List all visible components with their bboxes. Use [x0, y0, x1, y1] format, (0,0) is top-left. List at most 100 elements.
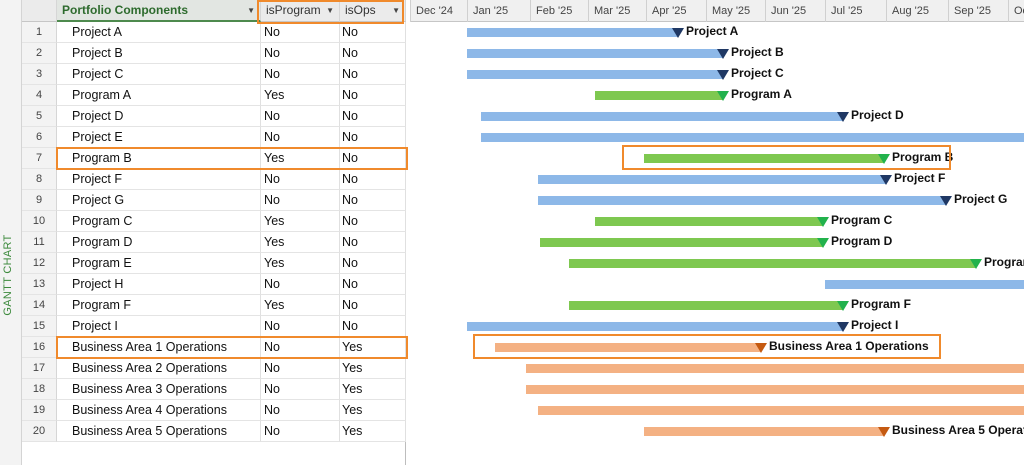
isprogram-cell[interactable]: No [261, 379, 340, 400]
operations-bar[interactable] [526, 385, 1024, 394]
project-bar[interactable] [467, 70, 723, 79]
isops-cell[interactable]: Yes [340, 358, 406, 379]
project-bar[interactable] [481, 133, 1024, 142]
project-bar[interactable] [538, 175, 886, 184]
isprogram-cell[interactable]: No [261, 274, 340, 295]
task-name-cell[interactable]: Project A [57, 22, 261, 43]
isops-cell[interactable]: Yes [340, 379, 406, 400]
isprogram-cell[interactable]: Yes [261, 211, 340, 232]
task-name-cell[interactable]: Project C [57, 64, 261, 85]
isops-cell[interactable]: No [340, 190, 406, 211]
filter-dropdown-icon[interactable]: ▼ [326, 6, 334, 15]
row-number[interactable]: 3 [22, 64, 57, 85]
row-number[interactable]: 18 [22, 379, 57, 400]
filter-dropdown-icon[interactable]: ▼ [392, 6, 400, 15]
task-name-cell[interactable]: Business Area 2 Operations [57, 358, 261, 379]
isprogram-cell[interactable]: Yes [261, 85, 340, 106]
program-bar[interactable] [595, 91, 723, 100]
project-bar[interactable] [481, 112, 843, 121]
row-number[interactable]: 10 [22, 211, 57, 232]
program-bar[interactable] [595, 217, 823, 226]
task-name-cell[interactable]: Program C [57, 211, 261, 232]
isops-cell[interactable]: No [340, 211, 406, 232]
task-name-cell[interactable]: Business Area 3 Operations [57, 379, 261, 400]
row-number[interactable]: 15 [22, 316, 57, 337]
row-number[interactable]: 5 [22, 106, 57, 127]
program-bar[interactable] [644, 154, 884, 163]
milestone-marker-icon[interactable] [970, 259, 982, 269]
isprogram-cell[interactable]: No [261, 358, 340, 379]
program-bar[interactable] [569, 259, 976, 268]
filter-dropdown-icon[interactable]: ▼ [247, 6, 255, 15]
task-name-cell[interactable]: Program E [57, 253, 261, 274]
row-number[interactable]: 13 [22, 274, 57, 295]
isprogram-cell[interactable]: No [261, 400, 340, 421]
task-name-cell[interactable]: Business Area 5 Operations [57, 421, 261, 442]
task-name-cell[interactable]: Program D [57, 232, 261, 253]
task-name-cell[interactable]: Project I [57, 316, 261, 337]
milestone-marker-icon[interactable] [717, 49, 729, 59]
isprogram-cell[interactable]: No [261, 169, 340, 190]
isops-cell[interactable]: No [340, 316, 406, 337]
select-all-corner[interactable] [22, 0, 57, 22]
row-number[interactable]: 11 [22, 232, 57, 253]
task-name-cell[interactable]: Project G [57, 190, 261, 211]
isops-cell[interactable]: No [340, 169, 406, 190]
row-number[interactable]: 12 [22, 253, 57, 274]
task-name-cell[interactable]: Program F [57, 295, 261, 316]
row-number[interactable]: 1 [22, 22, 57, 43]
row-number[interactable]: 7 [22, 148, 57, 169]
milestone-marker-icon[interactable] [755, 343, 767, 353]
row-number[interactable]: 19 [22, 400, 57, 421]
isprogram-cell[interactable]: No [261, 127, 340, 148]
isops-cell[interactable]: No [340, 106, 406, 127]
task-name-cell[interactable]: Business Area 4 Operations [57, 400, 261, 421]
milestone-marker-icon[interactable] [837, 322, 849, 332]
milestone-marker-icon[interactable] [880, 175, 892, 185]
project-bar[interactable] [467, 49, 723, 58]
milestone-marker-icon[interactable] [837, 301, 849, 311]
program-bar[interactable] [540, 238, 823, 247]
isprogram-cell[interactable]: No [261, 106, 340, 127]
isprogram-cell[interactable]: No [261, 22, 340, 43]
isprogram-cell[interactable]: No [261, 316, 340, 337]
task-name-cell[interactable]: Project H [57, 274, 261, 295]
operations-bar[interactable] [644, 427, 884, 436]
task-name-cell[interactable]: Project B [57, 43, 261, 64]
task-name-cell[interactable]: Program A [57, 85, 261, 106]
project-bar[interactable] [538, 196, 946, 205]
isops-cell[interactable]: No [340, 295, 406, 316]
milestone-marker-icon[interactable] [717, 91, 729, 101]
isops-cell[interactable]: No [340, 22, 406, 43]
gantt-chart[interactable]: Dec '24 Jan '25 Feb '25 Mar '25 Apr '25 May '… [410, 0, 1024, 465]
isprogram-cell[interactable]: Yes [261, 232, 340, 253]
view-bar[interactable]: GANTT CHART [0, 0, 22, 465]
row-number[interactable]: 2 [22, 43, 57, 64]
project-bar[interactable] [467, 322, 843, 331]
project-bar[interactable] [825, 280, 1024, 289]
task-name-cell[interactable]: Project D [57, 106, 261, 127]
isops-cell[interactable]: No [340, 274, 406, 295]
milestone-marker-icon[interactable] [940, 196, 952, 206]
isops-cell[interactable]: No [340, 85, 406, 106]
row-number[interactable]: 9 [22, 190, 57, 211]
milestone-marker-icon[interactable] [837, 112, 849, 122]
isprogram-cell[interactable]: No [261, 421, 340, 442]
milestone-marker-icon[interactable] [672, 28, 684, 38]
isops-cell[interactable]: No [340, 43, 406, 64]
isops-cell[interactable]: No [340, 127, 406, 148]
column-header-isops[interactable]: isOps ▼ [340, 0, 406, 22]
row-number[interactable]: 16 [22, 337, 57, 358]
operations-bar[interactable] [526, 364, 1024, 373]
row-number[interactable]: 14 [22, 295, 57, 316]
operations-bar[interactable] [538, 406, 1024, 415]
isprogram-cell[interactable]: No [261, 64, 340, 85]
project-bar[interactable] [467, 28, 678, 37]
row-number[interactable]: 4 [22, 85, 57, 106]
row-number[interactable]: 6 [22, 127, 57, 148]
isops-cell[interactable]: Yes [340, 400, 406, 421]
isops-cell[interactable]: No [340, 232, 406, 253]
column-header-name[interactable]: Portfolio Components ▼ [57, 0, 261, 22]
task-name-cell[interactable]: Project E [57, 127, 261, 148]
task-name-cell[interactable]: Project F [57, 169, 261, 190]
